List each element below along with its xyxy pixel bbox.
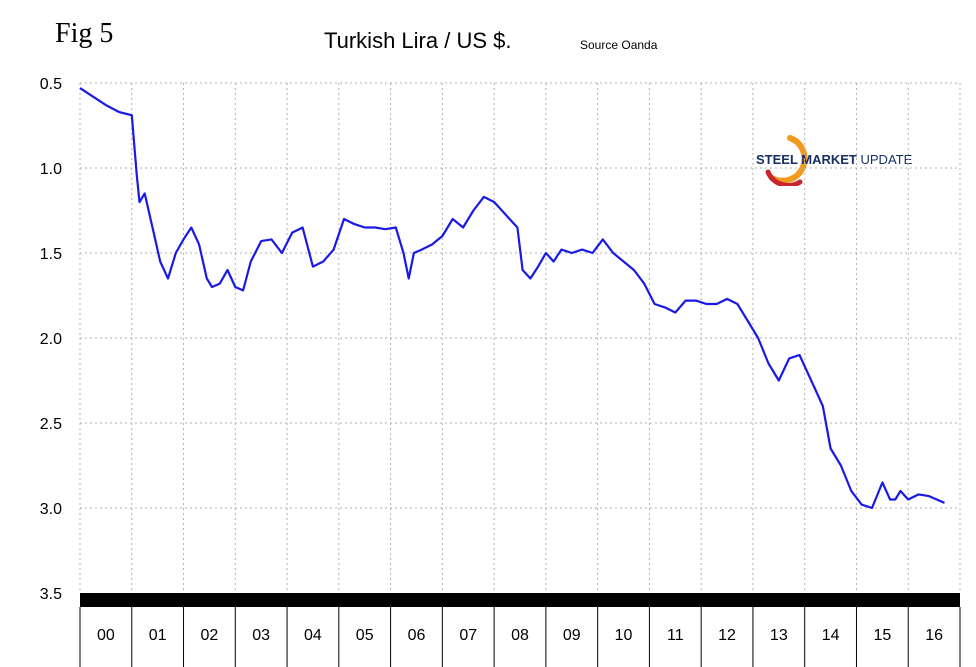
y-tick-label: 1.5 [40,246,62,263]
x-tick-label: 11 [667,627,684,644]
x-axis: 00 01 02 03 04 05 06 07 08 09 10 11 12 13 14 15 16 [79,607,961,667]
x-tick-label: 10 [615,627,633,644]
y-tick-label: 1.0 [40,161,62,178]
x-tick-label: 02 [201,627,219,644]
y-tick-label: 3.0 [40,501,62,518]
x-tick-label: 07 [459,627,477,644]
steel-market-update-logo: STEEL MARKET UPDATE [748,134,918,186]
chart-title: Turkish Lira / US $. [324,28,512,53]
x-tick-label: 03 [252,627,270,644]
x-tick-label: 09 [563,627,581,644]
figure-label: Fig 5 [55,18,114,49]
x-tick-label: 08 [511,627,529,644]
y-tick-label: 2.5 [40,416,62,433]
series-line [79,87,945,510]
series-layer [79,87,945,510]
x-tick-label: 13 [770,627,788,644]
x-tick-label: 16 [925,627,943,644]
x-tick-label: 01 [149,627,167,644]
x-tick-label: 04 [304,627,322,644]
source-note: Source Oanda [580,38,658,52]
y-tick-label: 3.5 [40,586,62,603]
y-tick-label: 0.5 [40,76,62,93]
x-tick-label: 06 [408,627,426,644]
x-tick-label: 00 [97,627,115,644]
logo-text-bold: STEEL MARKET [756,152,857,167]
x-tick-label: 05 [356,627,374,644]
x-axis-band [80,593,960,607]
x-tick-label: 12 [718,627,736,644]
y-tick-label: 2.0 [40,331,62,348]
logo-text-light: UPDATE [856,152,913,167]
y-axis: 0.5 1.0 1.5 2.0 2.5 3.0 3.5 [40,76,62,603]
logo-swoosh-icon [765,135,808,186]
grid [79,82,961,593]
x-tick-label: 15 [873,627,891,644]
x-tick-label: 14 [822,627,840,644]
logo-text: STEEL MARKET UPDATE [756,152,912,167]
